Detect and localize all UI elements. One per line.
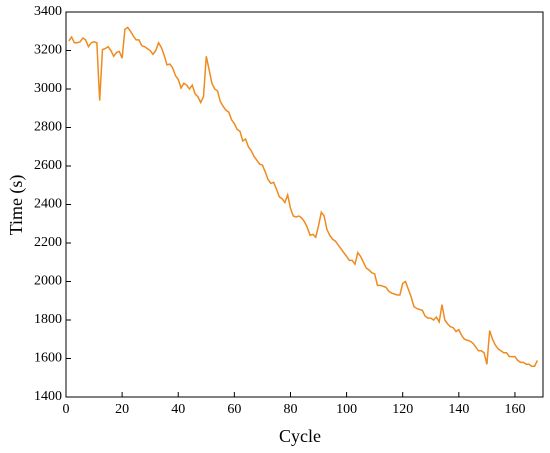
y-tick-label: 1600 bbox=[34, 351, 62, 366]
x-tick-label: 20 bbox=[115, 402, 129, 417]
x-tick-label: 140 bbox=[448, 402, 469, 417]
x-axis-label: Cycle bbox=[279, 426, 321, 446]
x-tick-label: 60 bbox=[227, 402, 241, 417]
y-tick-label: 3400 bbox=[34, 4, 62, 19]
y-tick-label: 1400 bbox=[34, 389, 62, 404]
data-line bbox=[68, 26, 539, 367]
y-tick-label: 3200 bbox=[34, 43, 62, 58]
y-tick-label: 2400 bbox=[34, 197, 62, 212]
y-tick-label: 2800 bbox=[34, 120, 62, 135]
x-tick-label: 0 bbox=[63, 402, 70, 417]
y-tick-label: 2200 bbox=[34, 235, 62, 250]
x-tick-label: 160 bbox=[504, 402, 525, 417]
y-tick-label: 2600 bbox=[34, 158, 62, 173]
y-tick-label: 3000 bbox=[34, 81, 62, 96]
y-tick-label: 1800 bbox=[34, 312, 62, 327]
y-tick-label: 2000 bbox=[34, 274, 62, 289]
x-tick-label: 100 bbox=[336, 402, 357, 417]
x-tick-label: 80 bbox=[283, 402, 297, 417]
plot-frame bbox=[65, 11, 544, 398]
x-tick-label: 120 bbox=[392, 402, 413, 417]
x-tick-label: 40 bbox=[171, 402, 185, 417]
y-axis-label: Time (s) bbox=[6, 175, 27, 236]
